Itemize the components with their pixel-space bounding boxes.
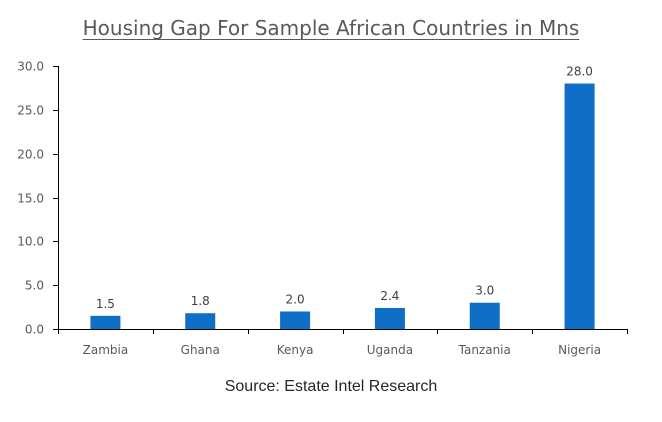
data-label: 2.4 xyxy=(380,289,399,303)
y-tick-label: 15.0 xyxy=(17,192,44,206)
x-category-label: Ghana xyxy=(181,343,220,357)
x-category-label: Kenya xyxy=(277,343,314,357)
data-label: 28.0 xyxy=(566,65,593,79)
source-note: Source: Estate Intel Research xyxy=(224,378,438,395)
chart-title: Housing Gap For Sample African Countries… xyxy=(82,16,580,40)
bar-zambia xyxy=(90,315,121,329)
y-tick-label: 0.0 xyxy=(25,323,44,337)
y-tick-label: 30.0 xyxy=(17,60,44,74)
bar-uganda xyxy=(374,307,405,329)
y-axis: 0.0 5.0 10.0 15.0 20.0 25.0 30.0 xyxy=(17,60,59,337)
data-label: 1.8 xyxy=(191,294,210,308)
x-category-label: Nigeria xyxy=(558,343,601,357)
data-label: 1.5 xyxy=(96,297,115,311)
data-label: 3.0 xyxy=(475,284,494,298)
data-label: 2.0 xyxy=(286,292,305,306)
y-tick-label: 20.0 xyxy=(17,148,44,162)
bar-tanzania xyxy=(469,302,500,329)
bar-ghana xyxy=(185,313,216,329)
x-category-label: Zambia xyxy=(83,343,129,357)
x-category-label: Tanzania xyxy=(458,343,511,357)
bar-kenya xyxy=(280,311,311,329)
bar-nigeria xyxy=(564,83,595,330)
x-axis: Zambia Ghana Kenya Uganda Tanzania Nigeria xyxy=(58,329,628,357)
x-category-label: Uganda xyxy=(367,343,413,357)
y-tick-label: 5.0 xyxy=(25,279,44,293)
bar-series: 1.5 1.8 2.0 2.4 3.0 28.0 xyxy=(90,65,595,330)
y-tick-label: 25.0 xyxy=(17,104,44,118)
y-tick-label: 10.0 xyxy=(17,235,44,249)
